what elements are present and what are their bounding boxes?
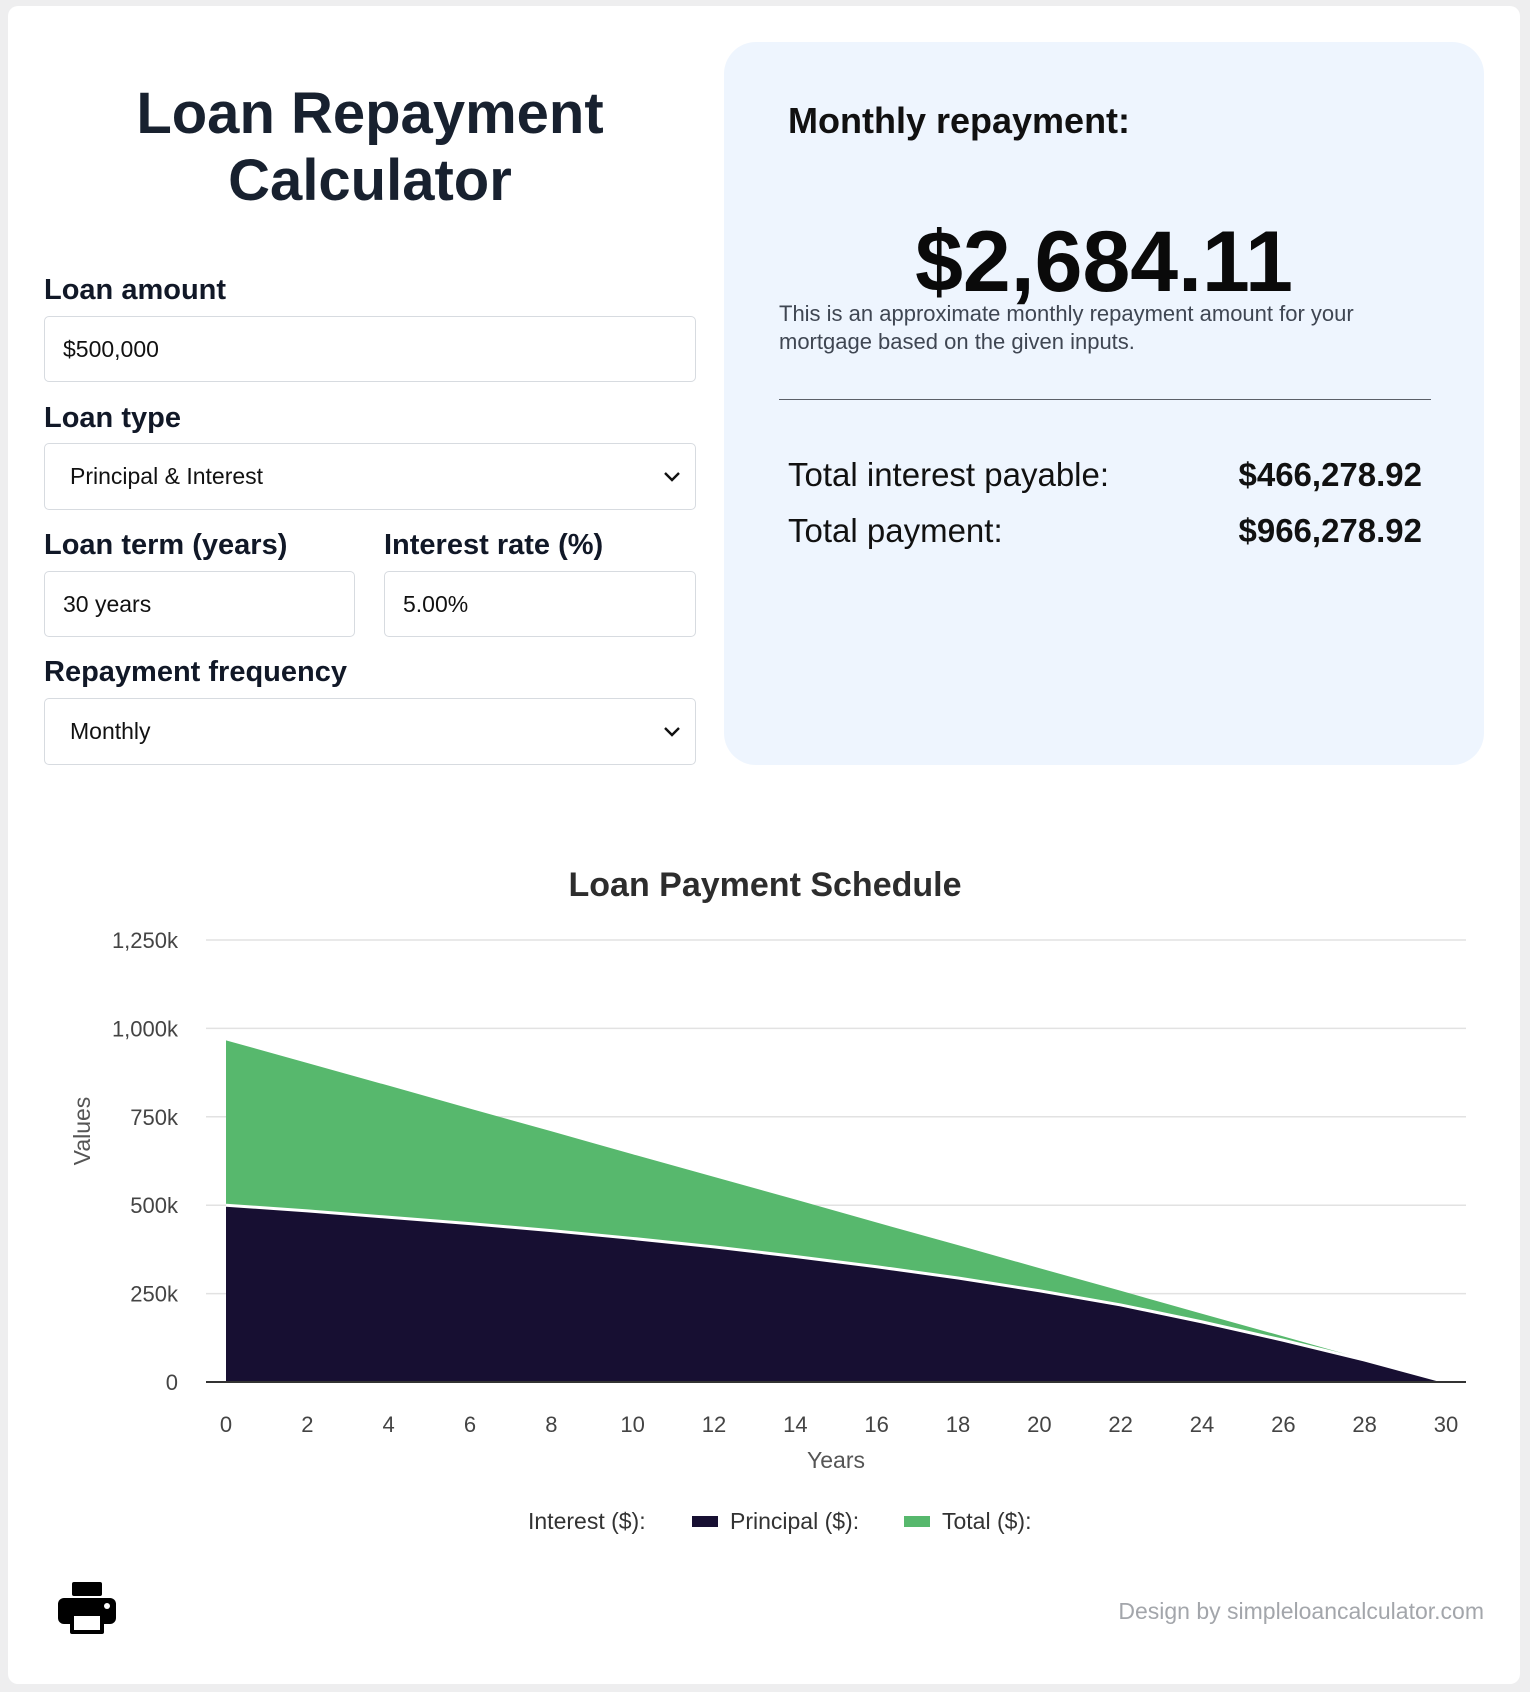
total-interest-value: $466,278.92 [1238,456,1422,493]
loan-type-label: Loan type [44,402,181,434]
interest-rate-input[interactable]: 5.00% [384,571,696,637]
total-payment-label: Total payment: [788,512,1003,549]
monthly-repayment-label: Monthly repayment: [788,100,1131,141]
loan-term-label: Loan term (years) [44,529,288,561]
x-tick-label: 28 [1352,1412,1376,1437]
y-axis-label: Values [69,1097,95,1166]
interest-rate-label: Interest rate (%) [384,529,604,561]
x-tick-label: 24 [1190,1412,1214,1437]
divider [779,399,1431,400]
title-line-1: Loan Repayment [136,81,604,146]
loan-term-input[interactable]: 30 years [44,571,355,637]
repayment-frequency-value: Monthly [70,718,151,744]
legend-total-label: Total ($): [942,1508,1032,1534]
x-tick-label: 2 [301,1412,313,1437]
x-tick-label: 12 [702,1412,726,1437]
chevron-down-icon [664,471,680,482]
series-area [226,1205,1446,1382]
x-tick-label: 10 [620,1412,644,1437]
legend-interest-label: Interest ($): [528,1508,646,1534]
y-tick-label: 1,000k [112,1016,179,1041]
x-tick-label: 4 [383,1412,395,1437]
x-tick-label: 6 [464,1412,476,1437]
repayment-frequency-select[interactable]: Monthly [44,698,696,765]
y-tick-label: 500k [130,1193,179,1218]
loan-amount-input[interactable]: $500,000 [44,316,696,382]
legend-principal-label: Principal ($): [730,1508,860,1534]
legend-principal-swatch [692,1516,718,1527]
x-tick-label: 18 [946,1412,970,1437]
loan-type-value: Principal & Interest [70,463,264,489]
x-tick-label: 0 [220,1412,232,1437]
chevron-down-icon [664,726,680,737]
x-tick-label: 8 [545,1412,557,1437]
y-tick-label: 1,250k [112,928,179,953]
x-tick-label: 22 [1108,1412,1132,1437]
x-tick-label: 16 [864,1412,888,1437]
legend-total-swatch [904,1516,930,1527]
repayment-note: This is an approximate monthly repayment… [779,301,1354,354]
x-tick-label: 26 [1271,1412,1295,1437]
legend-total[interactable]: Total ($): [904,1508,1031,1535]
design-credit: Design by simpleloancalculator.com [1118,1598,1484,1624]
repayment-frequency-label: Repayment frequency [44,656,347,688]
loan-amount-label: Loan amount [44,274,227,306]
total-interest-label: Total interest payable: [788,456,1110,493]
y-tick-label: 250k [130,1282,179,1307]
loan-type-select[interactable]: Principal & Interest [44,443,696,510]
x-tick-label: 30 [1434,1412,1458,1437]
y-axis-ticks: 0 250k 500k 750k 1,000k 1,250k [112,928,179,1395]
y-tick-label: 750k [130,1105,179,1130]
y-tick-label: 0 [166,1370,178,1395]
page-title: Loan Repayment Calculator [44,80,696,214]
monthly-repayment-amount: $2,684.11 [915,214,1293,310]
x-tick-label: 20 [1027,1412,1051,1437]
title-line-2: Calculator [228,148,512,213]
x-axis-ticks: 0 2 4 6 8 10 12 14 16 18 20 22 24 26 28 30 [220,1412,1458,1437]
legend-principal[interactable]: Principal ($): [692,1508,859,1535]
x-tick-label: 14 [783,1412,807,1437]
interest-rate-value: 5.00% [403,590,469,617]
series-line [225,1203,1447,1384]
printer-icon[interactable] [58,1582,116,1634]
results-panel: Monthly repayment: $2,684.11 This is an … [724,42,1484,765]
chart-title: Loan Payment Schedule [568,866,962,904]
loan-amount-value: $500,000 [63,335,159,362]
total-payment-value: $966,278.92 [1238,512,1422,549]
x-axis-label: Years [807,1447,865,1473]
chart-areas [225,1040,1447,1384]
loan-term-value: 30 years [63,590,152,617]
legend-interest[interactable]: Interest ($): [528,1508,646,1535]
